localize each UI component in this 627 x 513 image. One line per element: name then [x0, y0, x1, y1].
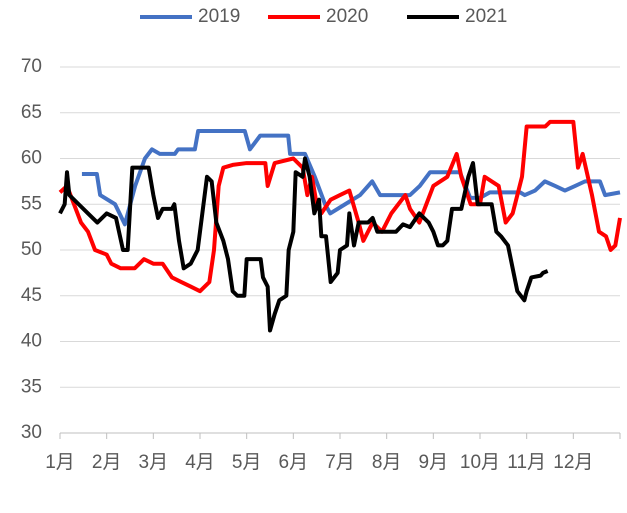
x-tick-label: 7月 — [325, 452, 355, 473]
y-tick-label: 45 — [21, 285, 42, 306]
legend-label: 2019 — [198, 6, 240, 27]
x-tick-label: 5月 — [232, 452, 262, 473]
y-tick-label: 40 — [21, 331, 42, 352]
y-tick-label: 30 — [21, 422, 42, 443]
x-tick-label: 12月 — [553, 452, 593, 473]
y-tick-label: 60 — [21, 148, 42, 169]
legend-label: 2021 — [465, 6, 507, 27]
y-tick-label: 35 — [21, 376, 42, 397]
legend-label: 2020 — [326, 6, 368, 27]
x-tick-label: 3月 — [139, 452, 169, 473]
y-tick-label: 50 — [21, 239, 42, 260]
series-line — [58, 156, 549, 333]
x-tick-label: 1月 — [45, 452, 75, 473]
y-tick-label: 70 — [21, 56, 42, 77]
x-tick-label: 4月 — [185, 452, 215, 473]
x-tick-label: 9月 — [419, 452, 449, 473]
series-line — [81, 129, 621, 227]
x-tick-label: 6月 — [279, 452, 309, 473]
x-tick-label: 11月 — [507, 452, 546, 473]
y-tick-label: 65 — [21, 102, 42, 123]
series-line — [58, 119, 622, 294]
x-tick-label: 8月 — [372, 452, 402, 473]
y-tick-label: 55 — [21, 193, 42, 214]
x-tick-label: 2月 — [92, 452, 122, 473]
x-tick-label: 10月 — [460, 452, 500, 473]
